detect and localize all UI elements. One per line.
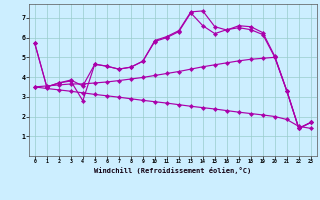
- X-axis label: Windchill (Refroidissement éolien,°C): Windchill (Refroidissement éolien,°C): [94, 167, 252, 174]
